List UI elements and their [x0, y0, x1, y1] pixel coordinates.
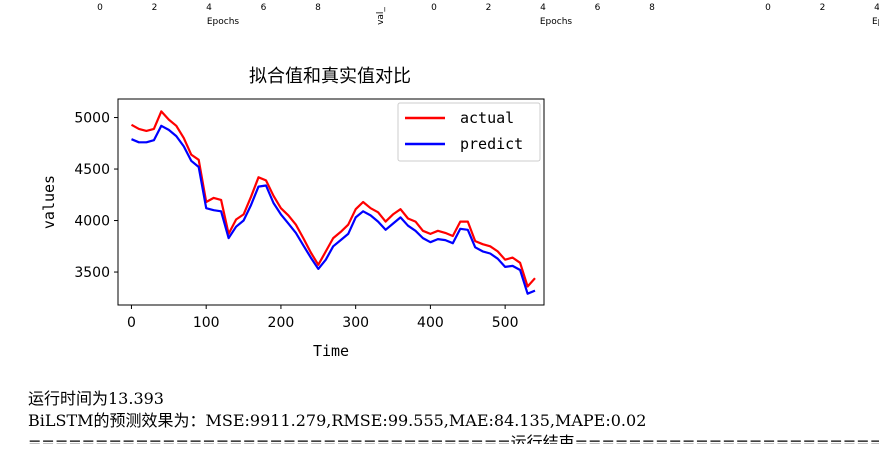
top-tick-2-0: 0 — [431, 3, 437, 13]
x-tick-label: 400 — [417, 315, 444, 331]
chart-title: 拟合值和真实值对比 — [249, 66, 411, 87]
top-strip-partial-charts: 0 2 4 6 8 0 2 4 6 8 0 2 4 Epochs val_ Epochs Ep — [97, 3, 879, 27]
x-tick-label: 500 — [492, 315, 519, 331]
top-tick-1-4: 8 — [315, 3, 321, 13]
legend-label-predict: predict — [460, 135, 523, 153]
x-tick-label: 200 — [268, 315, 295, 331]
top-tick-1-2: 4 — [206, 3, 212, 13]
x-tick-label: 0 — [127, 315, 136, 331]
top-tick-2-2: 4 — [540, 3, 546, 13]
top-xlabel-1: Epochs — [207, 17, 240, 27]
top-tick-3-0: 0 — [765, 3, 771, 13]
top-tick-3-1: 2 — [820, 3, 826, 13]
separator-line: ====================================运行结束… — [28, 433, 879, 444]
y-tick-label: 3500 — [74, 265, 110, 281]
top-xlabel-2: Epochs — [540, 17, 573, 27]
top-tick-2-4: 8 — [649, 3, 655, 13]
top-strip-ticks-3: 0 2 4 — [765, 3, 879, 13]
metrics-line: BiLSTM的预测效果为：MSE:9911.279,RMSE:99.555,MA… — [28, 411, 647, 430]
y-axis-ticks: 3500 4000 4500 5000 — [74, 111, 118, 281]
legend-label-actual: actual — [460, 109, 514, 127]
top-tick-1-1: 2 — [152, 3, 158, 13]
console-output: 运行时间为13.393 BiLSTM的预测效果为：MSE:9911.279,RM… — [28, 388, 879, 444]
top-tick-3-2: 4 — [874, 3, 879, 13]
legend: actual predict — [397, 102, 541, 162]
top-ylabel-2: val_ — [376, 7, 386, 25]
series-line-predict — [131, 124, 536, 295]
series-line-actual — [130, 110, 536, 288]
top-strip-ticks-2: 0 2 4 6 8 — [431, 3, 655, 13]
x-tick-label: 300 — [342, 315, 369, 331]
y-tick-label: 4500 — [74, 162, 110, 178]
runtime-line: 运行时间为13.393 — [28, 389, 164, 408]
x-tick-label: 100 — [193, 315, 220, 331]
top-tick-1-0: 0 — [97, 3, 103, 13]
top-tick-2-3: 6 — [595, 3, 601, 13]
y-axis-label: values — [40, 175, 58, 229]
x-axis-label: Time — [313, 342, 349, 360]
fit-vs-actual-chart: 拟合值和真实值对比 3500 4000 4500 5000 0 100 200 300 400… — [40, 66, 545, 360]
x-axis-ticks: 0 100 200 300 400 500 — [127, 305, 519, 331]
top-strip-ticks-1: 0 2 4 6 8 — [97, 3, 321, 13]
y-tick-label: 4000 — [74, 214, 110, 230]
top-tick-1-3: 6 — [261, 3, 267, 13]
series-lines — [130, 110, 536, 295]
top-xlabel-3: Ep — [872, 17, 879, 27]
top-tick-2-1: 2 — [486, 3, 492, 13]
y-tick-label: 5000 — [74, 111, 110, 127]
